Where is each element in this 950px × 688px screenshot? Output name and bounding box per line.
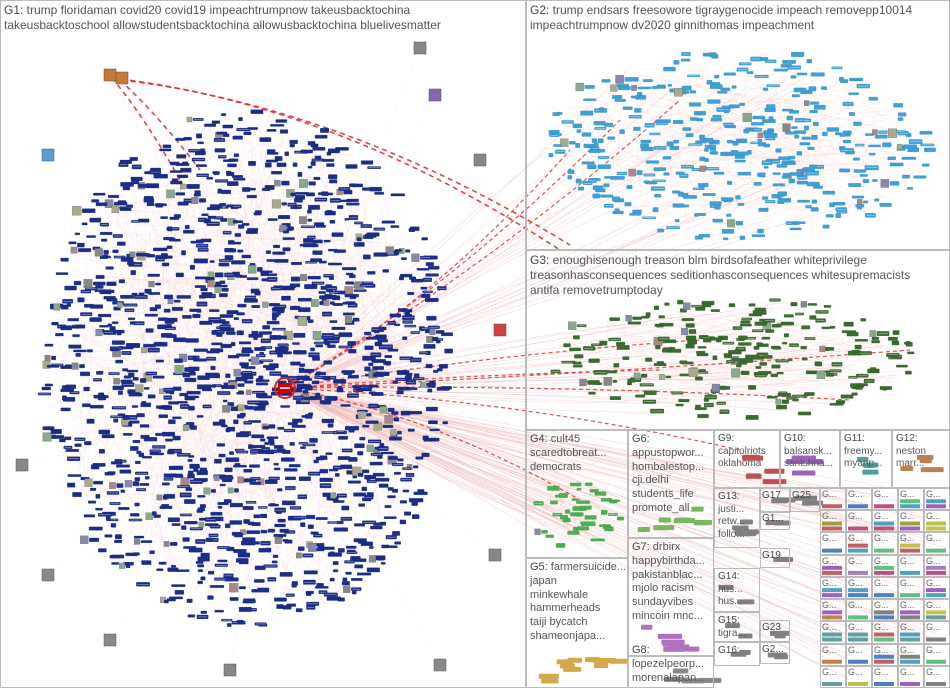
tiny-group-box xyxy=(898,510,924,532)
tiny-group-box xyxy=(872,488,898,510)
tiny-group-box xyxy=(898,599,924,621)
group-box-G15 xyxy=(714,612,760,642)
group-box-G19 xyxy=(760,548,790,568)
tiny-group-box xyxy=(820,510,846,532)
group-box-G13 xyxy=(714,488,760,548)
tiny-group-box xyxy=(872,577,898,599)
tiny-group-box xyxy=(846,644,872,666)
tiny-group-box xyxy=(924,555,950,577)
tiny-group-box xyxy=(846,488,872,510)
tiny-group-box xyxy=(872,532,898,554)
tiny-group-box xyxy=(924,488,950,510)
tiny-group-box xyxy=(820,555,846,577)
group-box-G1 xyxy=(0,0,526,688)
tiny-group-box xyxy=(872,510,898,532)
tiny-group-box xyxy=(924,577,950,599)
tiny-group-box xyxy=(924,599,950,621)
group-box-G1x xyxy=(760,512,790,530)
group-box-G25 xyxy=(790,488,820,512)
tiny-group-box xyxy=(898,555,924,577)
tiny-group-box xyxy=(872,555,898,577)
tiny-group-box xyxy=(820,621,846,643)
tiny-group-box xyxy=(924,510,950,532)
group-box-G9 xyxy=(714,430,780,488)
tiny-group-box xyxy=(820,599,846,621)
group-box-G14 xyxy=(714,568,760,612)
tiny-group-box xyxy=(898,644,924,666)
tiny-group-box xyxy=(898,621,924,643)
group-box-G16 xyxy=(714,642,760,666)
tiny-group-box xyxy=(846,532,872,554)
group-box-G2x xyxy=(760,642,790,664)
tiny-group-box xyxy=(820,577,846,599)
tiny-group-box xyxy=(898,577,924,599)
tiny-group-box xyxy=(846,510,872,532)
group-box-G5 xyxy=(526,558,628,688)
tiny-group-box xyxy=(846,555,872,577)
group-box-G17 xyxy=(760,488,790,512)
group-box-G10 xyxy=(780,430,840,488)
group-box-G3 xyxy=(526,250,950,430)
tiny-group-box xyxy=(898,532,924,554)
tiny-group-box xyxy=(820,488,846,510)
group-box-G2 xyxy=(526,0,950,250)
group-box-G23 xyxy=(760,620,790,642)
group-box-G6 xyxy=(628,430,714,538)
tiny-group-box xyxy=(846,599,872,621)
tiny-group-box xyxy=(820,644,846,666)
tiny-group-box xyxy=(872,599,898,621)
tiny-group-box xyxy=(898,666,924,688)
tiny-group-box xyxy=(924,666,950,688)
tiny-group-box xyxy=(846,621,872,643)
group-box-G7 xyxy=(628,538,714,656)
group-box-G4 xyxy=(526,430,628,558)
tiny-group-box xyxy=(872,666,898,688)
tiny-group-box xyxy=(924,644,950,666)
tiny-group-box xyxy=(924,532,950,554)
tiny-group-box xyxy=(820,532,846,554)
tiny-group-box xyxy=(872,644,898,666)
group-box-G11 xyxy=(840,430,892,488)
tiny-group-box xyxy=(846,666,872,688)
group-box-G8 xyxy=(628,656,714,688)
tiny-group-box xyxy=(924,621,950,643)
group-box-G12 xyxy=(892,430,950,488)
tiny-group-box xyxy=(872,621,898,643)
tiny-group-box xyxy=(820,666,846,688)
tiny-group-box xyxy=(898,488,924,510)
tiny-group-box xyxy=(846,577,872,599)
